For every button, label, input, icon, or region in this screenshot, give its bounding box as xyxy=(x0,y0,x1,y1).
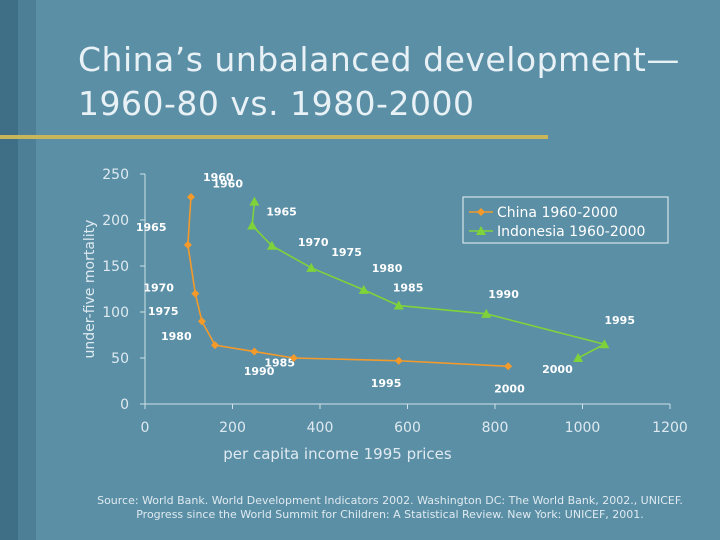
point-year-label: 1980 xyxy=(372,262,403,275)
x-tick-label: 1000 xyxy=(565,420,601,436)
source-note: Source: World Bank. World Development In… xyxy=(97,494,683,521)
indonesia-data-point xyxy=(358,284,369,294)
point-year-label: 1960 xyxy=(203,171,234,184)
y-tick-label: 50 xyxy=(111,351,129,367)
point-year-label: 1995 xyxy=(371,377,402,390)
x-tick-label: 1200 xyxy=(652,420,688,436)
point-year-label: 1970 xyxy=(143,282,174,295)
point-year-label: 1975 xyxy=(148,305,179,318)
point-year-label: 1975 xyxy=(331,246,362,259)
x-axis-title: per capita income 1995 prices xyxy=(223,445,452,463)
point-year-label: 1960 xyxy=(212,178,243,191)
legend-indonesia-marker xyxy=(476,226,486,235)
china-data-point xyxy=(394,356,403,365)
y-tick-label: 250 xyxy=(102,167,129,183)
x-tick-label: 400 xyxy=(307,420,334,436)
y-tick-label: 150 xyxy=(102,259,129,275)
y-tick-label: 100 xyxy=(102,305,129,321)
indonesia-data-point xyxy=(481,308,492,318)
indonesia-data-point xyxy=(306,262,317,272)
china-data-point xyxy=(211,341,219,350)
point-year-label: 1990 xyxy=(488,288,519,301)
legend-china-marker xyxy=(477,208,485,216)
x-tick-label: 600 xyxy=(394,420,421,436)
y-axis-title: under-five mortality xyxy=(82,220,98,359)
china-data-point xyxy=(250,347,259,356)
slide-title-line1: China’s unbalanced development— xyxy=(78,40,680,79)
indonesia-data-point xyxy=(573,353,584,362)
point-year-label: 1985 xyxy=(264,357,295,370)
point-year-label: 2000 xyxy=(542,363,573,376)
series-line-china xyxy=(187,196,509,368)
point-year-label: 1970 xyxy=(298,236,329,249)
point-year-label: 1990 xyxy=(244,365,275,378)
china-data-point xyxy=(186,193,195,201)
x-tick-label: 200 xyxy=(219,420,246,436)
indonesia-data-point xyxy=(266,240,277,250)
china-data-point xyxy=(197,317,206,326)
indonesia-data-point xyxy=(249,196,260,206)
legend-label: Indonesia 1960-2000 xyxy=(497,224,645,240)
point-year-label: 2000 xyxy=(494,382,525,395)
point-year-label: 1965 xyxy=(136,221,167,234)
china-data-point xyxy=(289,354,298,362)
indonesia-data-point xyxy=(393,300,404,310)
point-year-label: 1965 xyxy=(266,206,297,219)
y-tick-label: 200 xyxy=(102,213,129,229)
x-tick-label: 800 xyxy=(482,420,509,436)
china-data-point xyxy=(191,289,200,298)
indonesia-data-point xyxy=(247,220,258,230)
china-data-point xyxy=(183,240,192,249)
point-year-label: 1995 xyxy=(604,314,635,327)
legend-label: China 1960-2000 xyxy=(497,205,618,221)
x-tick-label: 0 xyxy=(141,420,150,436)
point-year-label: 1980 xyxy=(161,330,192,343)
slide-title-line2: 1960-80 vs. 1980-2000 xyxy=(78,84,475,123)
slide-title: China’s unbalanced development— 1960-80 … xyxy=(78,38,718,126)
china-data-point xyxy=(504,362,513,371)
title-underline xyxy=(0,135,548,139)
point-year-label: 1985 xyxy=(393,282,424,295)
indonesia-data-point xyxy=(599,339,610,349)
y-tick-label: 0 xyxy=(120,397,129,413)
legend-box xyxy=(462,196,669,244)
